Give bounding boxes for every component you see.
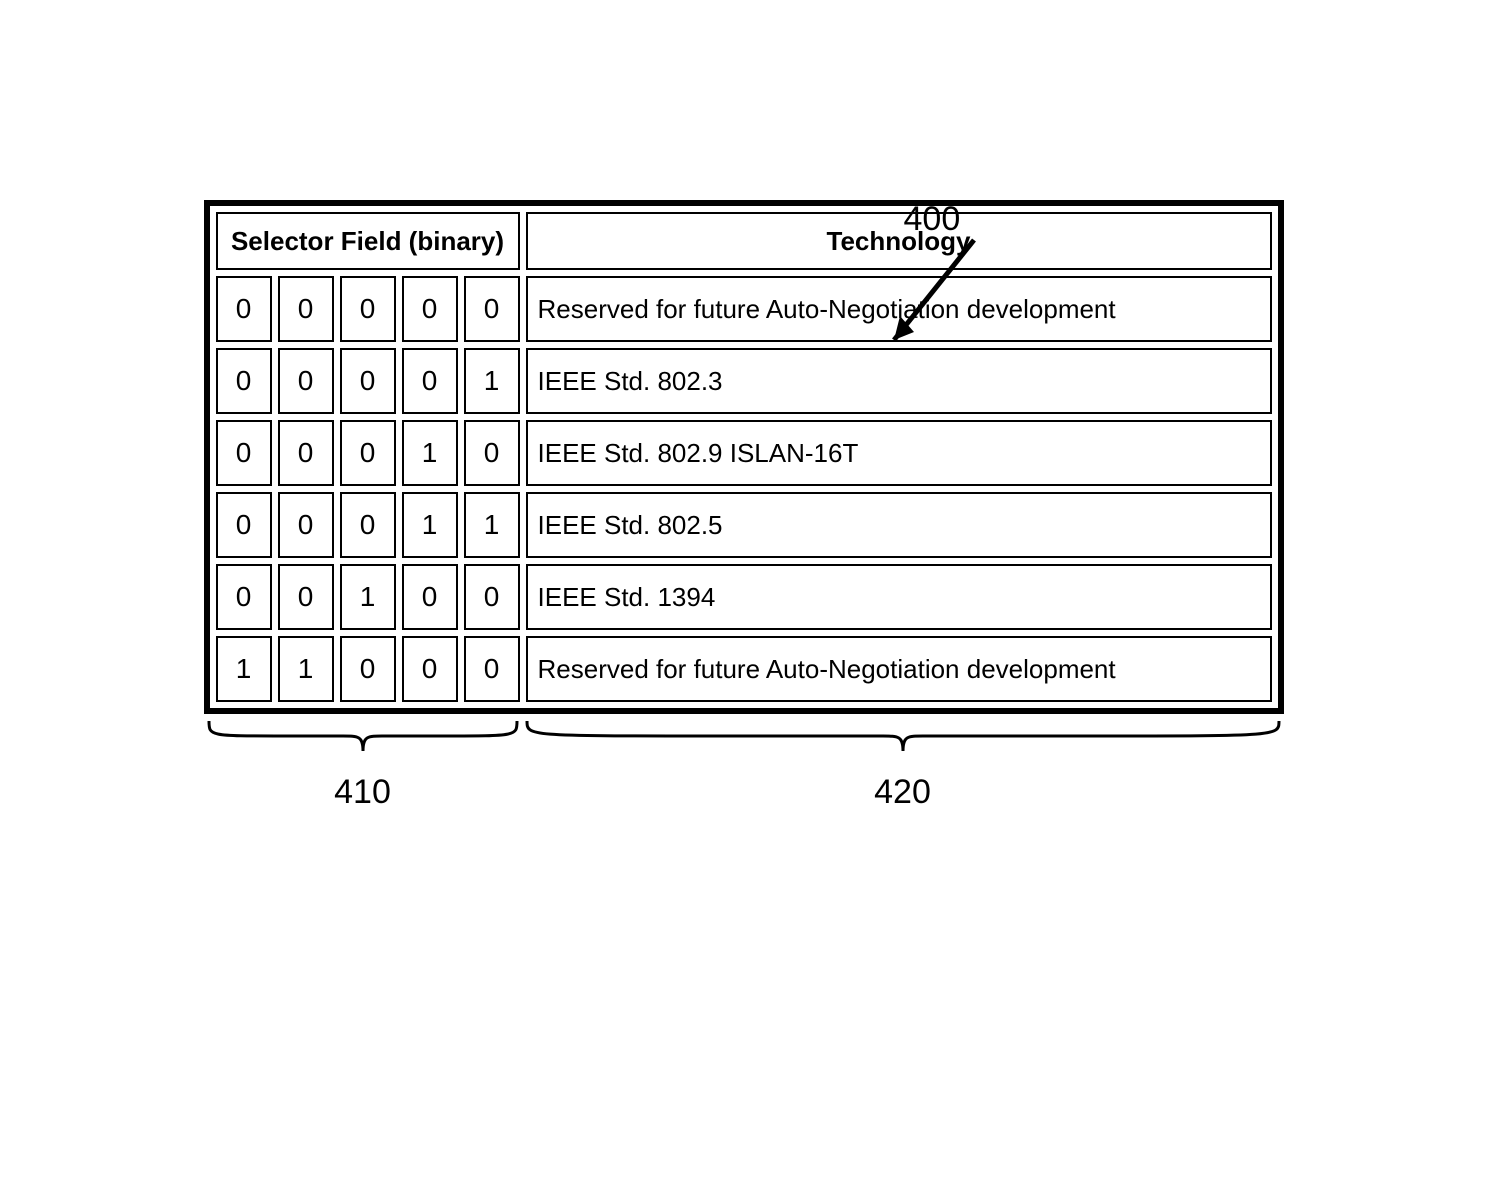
bit-cell: 0 <box>464 636 520 702</box>
brace-technology: 420 <box>522 716 1284 806</box>
bit-cell: 0 <box>340 420 396 486</box>
bit-cell: 0 <box>278 420 334 486</box>
tech-cell: IEEE Std. 1394 <box>526 564 1272 630</box>
bit-cell: 0 <box>402 564 458 630</box>
bit-cell: 0 <box>216 564 272 630</box>
table-row: 0 0 0 0 1 IEEE Std. 802.3 <box>216 348 1272 414</box>
bit-cell: 1 <box>402 420 458 486</box>
bit-cell: 0 <box>402 636 458 702</box>
bit-cell: 0 <box>464 420 520 486</box>
bit-cell: 0 <box>278 348 334 414</box>
bit-cell: 1 <box>464 492 520 558</box>
bit-cell: 0 <box>216 420 272 486</box>
bit-cell: 0 <box>340 276 396 342</box>
selector-ref-label: 410 <box>204 773 522 812</box>
table-header-row: Selector Field (binary) Technology <box>216 212 1272 270</box>
bit-cell: 1 <box>216 636 272 702</box>
bit-cell: 0 <box>278 564 334 630</box>
tech-cell: IEEE Std. 802.5 <box>526 492 1272 558</box>
figure-400: 400 Selector Field (binary) Technology 0… <box>204 200 1284 806</box>
bit-cell: 1 <box>278 636 334 702</box>
bit-cell: 0 <box>278 276 334 342</box>
tech-cell: Reserved for future Auto-Negotiation dev… <box>526 636 1272 702</box>
bit-cell: 0 <box>402 276 458 342</box>
brace-selector: 410 <box>204 716 522 806</box>
bit-cell: 0 <box>464 276 520 342</box>
bit-cell: 0 <box>216 276 272 342</box>
table-row: 0 0 0 1 1 IEEE Std. 802.5 <box>216 492 1272 558</box>
bit-cell: 0 <box>278 492 334 558</box>
table-row: 0 0 1 0 0 IEEE Std. 1394 <box>216 564 1272 630</box>
table-row: 1 1 0 0 0 Reserved for future Auto-Negot… <box>216 636 1272 702</box>
tech-cell: IEEE Std. 802.9 ISLAN-16T <box>526 420 1272 486</box>
header-selector: Selector Field (binary) <box>216 212 520 270</box>
table-row: 0 0 0 1 0 IEEE Std. 802.9 ISLAN-16T <box>216 420 1272 486</box>
arrow-icon <box>864 230 1004 360</box>
bit-cell: 0 <box>216 492 272 558</box>
technology-ref-label: 420 <box>522 773 1284 812</box>
brace-icon <box>204 716 522 766</box>
bit-cell: 0 <box>340 348 396 414</box>
bit-cell: 1 <box>402 492 458 558</box>
selector-table: Selector Field (binary) Technology 0 0 0… <box>204 200 1284 714</box>
bit-cell: 0 <box>340 636 396 702</box>
bit-cell: 0 <box>464 564 520 630</box>
bit-cell: 0 <box>402 348 458 414</box>
bit-cell: 1 <box>340 564 396 630</box>
bit-cell: 1 <box>464 348 520 414</box>
brace-icon <box>522 716 1284 766</box>
bit-cell: 0 <box>216 348 272 414</box>
bit-cell: 0 <box>340 492 396 558</box>
brace-row: 410 420 <box>204 716 1284 806</box>
table-row: 0 0 0 0 0 Reserved for future Auto-Negot… <box>216 276 1272 342</box>
